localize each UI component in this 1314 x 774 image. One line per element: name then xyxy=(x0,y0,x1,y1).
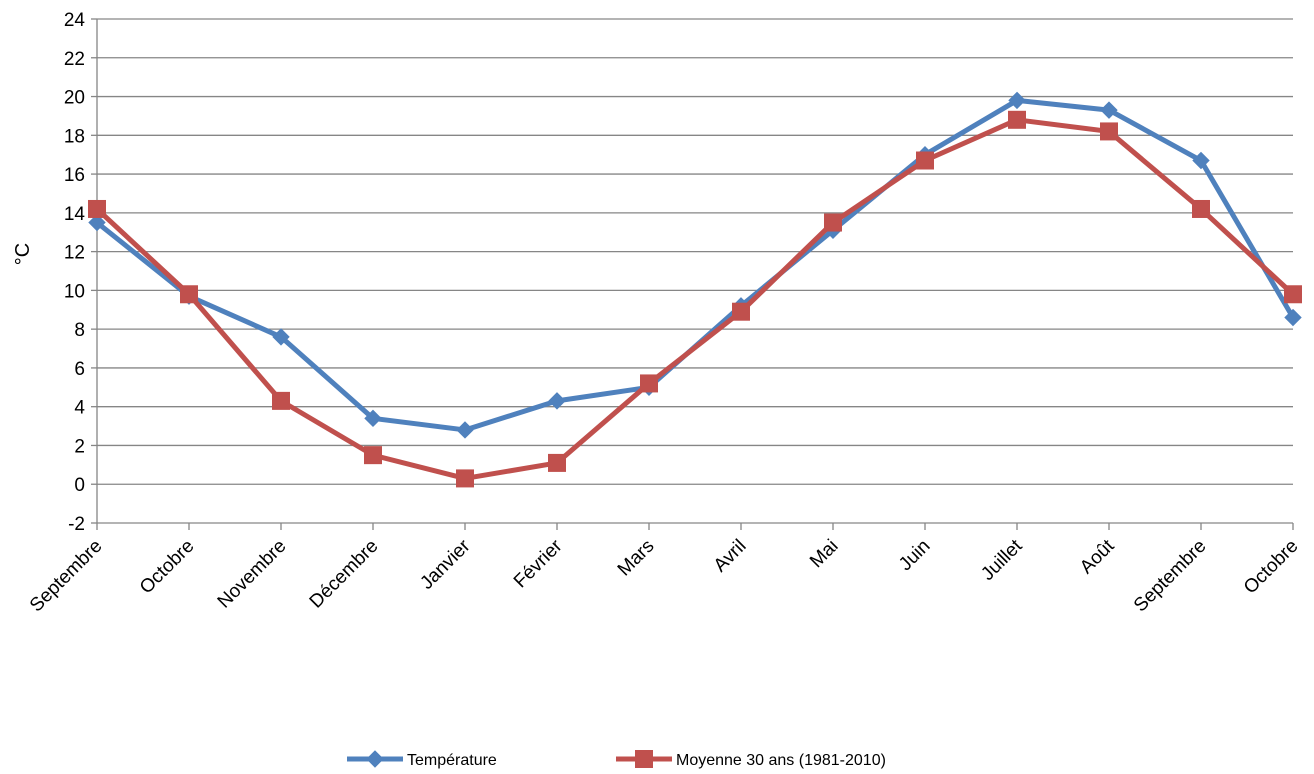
legend-marker xyxy=(635,750,653,768)
x-tick-label: Février xyxy=(510,535,567,592)
legend: Température Moyenne 30 ans (1981-2010) xyxy=(347,750,886,769)
y-tick-label: 12 xyxy=(64,243,85,264)
y-tick-label: 24 xyxy=(64,10,86,31)
x-tick-label: Octobre xyxy=(136,536,199,599)
data-point xyxy=(732,302,750,321)
data-point xyxy=(1284,308,1302,327)
data-point xyxy=(180,285,198,304)
x-tick-label: Août xyxy=(1076,535,1119,578)
data-point xyxy=(640,374,658,393)
y-tick-label: 4 xyxy=(74,398,85,419)
data-point xyxy=(1008,91,1026,110)
data-point xyxy=(1192,151,1210,170)
y-tick-label: 10 xyxy=(64,281,85,302)
series-line xyxy=(94,97,1296,433)
data-point xyxy=(548,453,566,472)
legend-marker xyxy=(366,750,384,768)
series-moyenne-30-ans xyxy=(88,110,1302,488)
data-point xyxy=(456,469,474,488)
data-point xyxy=(1284,285,1302,304)
x-tick-label: Juin xyxy=(895,536,934,575)
legend-label: Moyenne 30 ans (1981-2010) xyxy=(676,752,886,769)
series-line xyxy=(94,117,1296,481)
data-point xyxy=(548,392,566,410)
y-tick-label: -2 xyxy=(68,514,85,535)
y-tick-label: 22 xyxy=(64,49,85,70)
data-point xyxy=(1008,110,1026,129)
data-point xyxy=(88,213,106,232)
y-tick-label: 16 xyxy=(64,165,85,186)
x-tick-label: Décembre xyxy=(306,536,383,613)
x-tick-label: Novembre xyxy=(214,536,291,613)
y-tick-label: 18 xyxy=(64,126,85,147)
data-point xyxy=(272,391,290,410)
y-tick-label: 14 xyxy=(64,204,86,225)
y-tick-label: 6 xyxy=(74,359,85,380)
x-tick-labels: Septembre Octobre Novembre Décembre Janvier F… xyxy=(26,535,1303,616)
data-point xyxy=(916,151,934,170)
y-axis-title: °C xyxy=(12,243,34,265)
data-point xyxy=(364,446,382,465)
x-tick-label: Mai xyxy=(806,536,843,573)
x-tick-label: Septembre xyxy=(1130,536,1211,617)
series xyxy=(88,91,1302,488)
y-tick-label: 0 xyxy=(74,475,85,496)
data-point xyxy=(88,199,106,218)
legend-entry: Température xyxy=(347,750,497,769)
data-point xyxy=(1100,122,1118,141)
data-point xyxy=(1192,199,1210,218)
x-tick-label: Mars xyxy=(614,536,659,581)
data-point xyxy=(364,409,382,428)
legend-entry: Moyenne 30 ans (1981-2010) xyxy=(616,750,886,769)
y-tick-label: 8 xyxy=(74,320,85,341)
data-point xyxy=(272,328,290,346)
x-tick-label: Octobre xyxy=(1240,536,1303,599)
y-tick-label: 2 xyxy=(74,436,85,457)
data-point xyxy=(1100,101,1118,119)
x-tick-label: Avril xyxy=(710,536,751,577)
x-tick-label: Septembre xyxy=(26,536,107,617)
x-tick-label: Janvier xyxy=(416,535,475,594)
axes xyxy=(91,18,1294,530)
data-point xyxy=(456,421,474,439)
y-tick-label: 20 xyxy=(64,88,85,109)
data-point xyxy=(824,213,842,232)
legend-label: Température xyxy=(407,752,497,769)
gridlines xyxy=(97,18,1293,485)
x-tick-label: Juillet xyxy=(977,535,1027,585)
